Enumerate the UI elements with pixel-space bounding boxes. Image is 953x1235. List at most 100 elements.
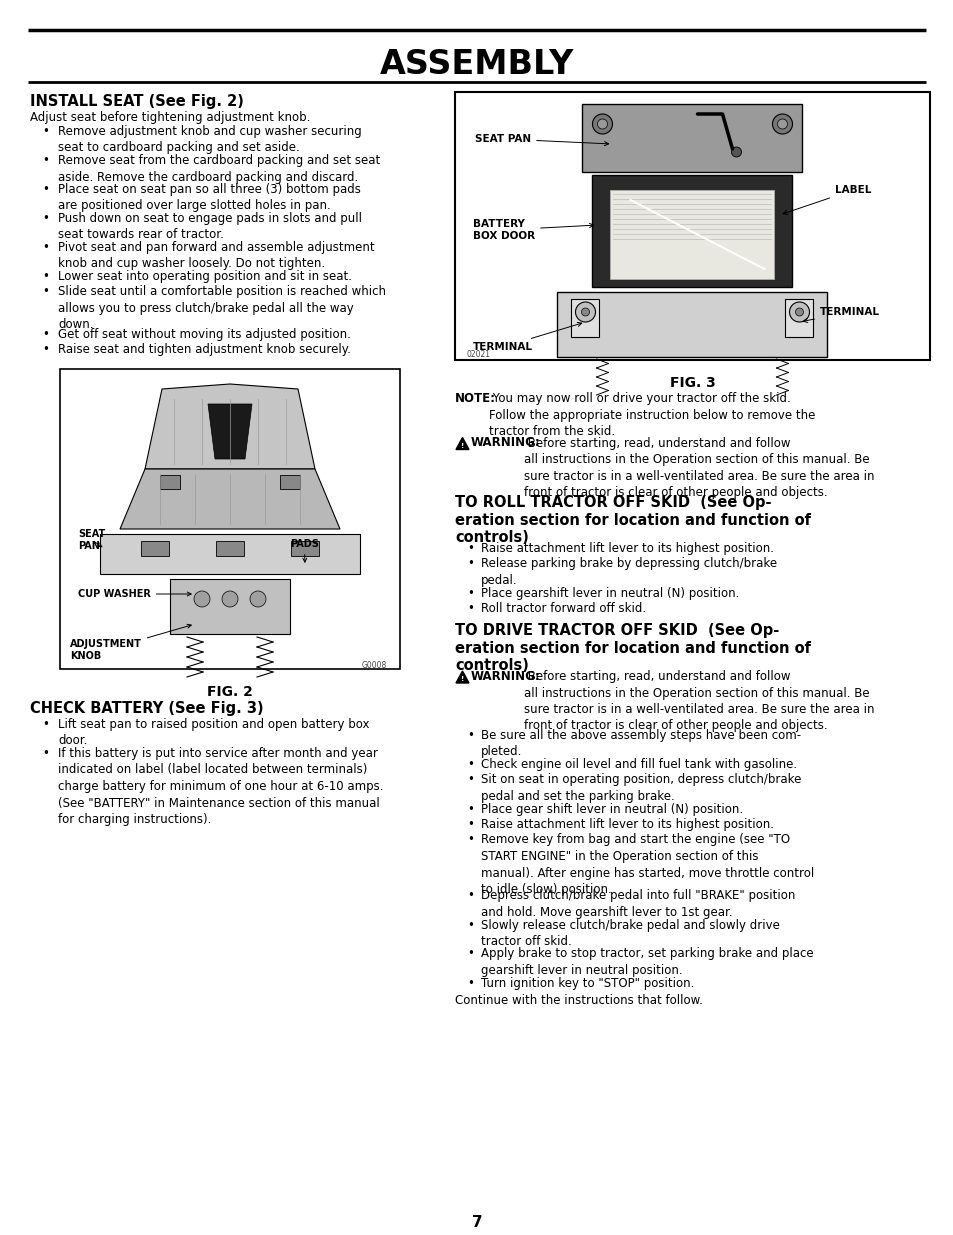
Text: !: !: [460, 676, 464, 682]
Text: CUP WASHER: CUP WASHER: [78, 589, 191, 599]
Text: INSTALL SEAT (See Fig. 2): INSTALL SEAT (See Fig. 2): [30, 94, 244, 109]
Text: •: •: [467, 947, 474, 961]
Bar: [610, 190, 774, 279]
Bar: [582, 104, 801, 172]
Text: •: •: [467, 557, 474, 571]
Text: Slide seat until a comfortable position is reached which
allows you to press clu: Slide seat until a comfortable position …: [58, 285, 386, 331]
Text: NOTE:: NOTE:: [455, 391, 496, 405]
Circle shape: [777, 119, 786, 128]
Circle shape: [581, 308, 589, 316]
Circle shape: [193, 592, 210, 606]
Circle shape: [789, 303, 809, 322]
Text: Release parking brake by depressing clutch/brake
pedal.: Release parking brake by depressing clut…: [480, 557, 777, 587]
Bar: [291, 541, 318, 556]
Bar: [784, 299, 813, 337]
Text: Place seat on seat pan so all three (3) bottom pads
are positioned over large sl: Place seat on seat pan so all three (3) …: [58, 183, 360, 212]
Text: Before starting, read, understand and follow
all instructions in the Operation s: Before starting, read, understand and fo…: [523, 671, 874, 732]
Text: Raise attachment lift lever to its highest position.: Raise attachment lift lever to its highe…: [480, 542, 773, 555]
Text: TERMINAL: TERMINAL: [802, 308, 879, 322]
Text: •: •: [467, 601, 474, 615]
Text: 02021: 02021: [467, 350, 491, 359]
Text: •: •: [467, 773, 474, 787]
Text: •: •: [42, 343, 49, 357]
Text: •: •: [467, 729, 474, 742]
Text: •: •: [42, 285, 49, 299]
Polygon shape: [120, 469, 339, 529]
Text: You may now roll or drive your tractor off the skid.
Follow the appropriate inst: You may now roll or drive your tractor o…: [489, 391, 815, 438]
Text: •: •: [42, 718, 49, 731]
Text: Raise seat and tighten adjustment knob securely.: Raise seat and tighten adjustment knob s…: [58, 343, 351, 357]
Text: PADS: PADS: [290, 538, 318, 562]
Text: •: •: [42, 212, 49, 225]
Circle shape: [592, 114, 612, 135]
Bar: [60, 369, 399, 669]
Text: If this battery is put into service after month and year
indicated on label (lab: If this battery is put into service afte…: [58, 747, 383, 826]
Text: Slowly release clutch/brake pedal and slowly drive
tractor off skid.: Slowly release clutch/brake pedal and sl…: [480, 919, 779, 948]
Text: •: •: [467, 587, 474, 599]
Text: Sit on seat in operating position, depress clutch/brake
pedal and set the parkin: Sit on seat in operating position, depre…: [480, 773, 801, 803]
Text: Remove adjustment knob and cup washer securing
seat to cardboard packing and set: Remove adjustment knob and cup washer se…: [58, 125, 361, 154]
Text: !: !: [460, 442, 464, 448]
Text: Adjust seat before tightening adjustment knob.: Adjust seat before tightening adjustment…: [30, 111, 310, 124]
Text: Before starting, read, understand and follow
all instructions in the Operation s: Before starting, read, understand and fo…: [523, 436, 874, 499]
Text: WARNING:: WARNING:: [471, 671, 540, 683]
Text: •: •: [42, 154, 49, 167]
Text: Pivot seat and pan forward and assemble adjustment
knob and cup washer loosely. : Pivot seat and pan forward and assemble …: [58, 241, 375, 270]
Bar: [571, 299, 598, 337]
Bar: [160, 475, 180, 489]
Text: WARNING:: WARNING:: [471, 436, 540, 450]
Text: Roll tractor forward off skid.: Roll tractor forward off skid.: [480, 601, 645, 615]
Text: Push down on seat to engage pads in slots and pull
seat towards rear of tractor.: Push down on seat to engage pads in slot…: [58, 212, 361, 242]
Text: Check engine oil level and fill fuel tank with gasoline.: Check engine oil level and fill fuel tan…: [480, 758, 797, 771]
Text: Lift seat pan to raised position and open battery box
door.: Lift seat pan to raised position and ope…: [58, 718, 369, 747]
Bar: [557, 291, 826, 357]
Text: •: •: [42, 241, 49, 254]
Polygon shape: [456, 671, 469, 683]
Text: Be sure all the above assembly steps have been com-
pleted.: Be sure all the above assembly steps hav…: [480, 729, 801, 758]
Text: Raise attachment lift lever to its highest position.: Raise attachment lift lever to its highe…: [480, 818, 773, 831]
Text: Place gearshift lever in neutral (N) position.: Place gearshift lever in neutral (N) pos…: [480, 587, 739, 599]
Text: Lower seat into operating position and sit in seat.: Lower seat into operating position and s…: [58, 270, 352, 283]
Polygon shape: [456, 437, 469, 450]
Text: •: •: [467, 977, 474, 989]
Text: •: •: [467, 919, 474, 931]
Text: ASSEMBLY: ASSEMBLY: [379, 48, 574, 82]
Circle shape: [795, 308, 802, 316]
Bar: [215, 541, 244, 556]
Text: TERMINAL: TERMINAL: [473, 322, 581, 352]
Text: TO DRIVE TRACTOR OFF SKID  (See Op-
eration section for location and function of: TO DRIVE TRACTOR OFF SKID (See Op- erati…: [455, 624, 810, 673]
Text: •: •: [42, 329, 49, 341]
Bar: [170, 579, 290, 634]
Text: FIG. 3: FIG. 3: [669, 375, 715, 390]
Bar: [592, 175, 792, 287]
Text: CHECK BATTERY (See Fig. 3): CHECK BATTERY (See Fig. 3): [30, 701, 263, 716]
Text: 7: 7: [471, 1215, 482, 1230]
Text: Depress clutch/brake pedal into full "BRAKE" position
and hold. Move gearshift l: Depress clutch/brake pedal into full "BR…: [480, 889, 795, 919]
Text: Place gear shift lever in neutral (N) position.: Place gear shift lever in neutral (N) po…: [480, 803, 742, 815]
Text: Get off seat without moving its adjusted position.: Get off seat without moving its adjusted…: [58, 329, 351, 341]
Text: •: •: [42, 270, 49, 283]
Text: •: •: [467, 818, 474, 831]
Text: •: •: [467, 834, 474, 846]
Circle shape: [250, 592, 266, 606]
Text: Apply brake to stop tractor, set parking brake and place
gearshift lever in neut: Apply brake to stop tractor, set parking…: [480, 947, 813, 977]
Bar: [455, 91, 929, 359]
Text: •: •: [467, 542, 474, 555]
Bar: [280, 475, 299, 489]
Text: FIG. 2: FIG. 2: [207, 685, 253, 699]
Bar: [141, 541, 169, 556]
Polygon shape: [145, 384, 314, 469]
Text: BATTERY
BOX DOOR: BATTERY BOX DOOR: [473, 219, 593, 241]
Text: •: •: [42, 183, 49, 196]
Text: G0008: G0008: [361, 661, 387, 671]
Text: SEAT PAN: SEAT PAN: [475, 135, 608, 146]
Circle shape: [731, 147, 740, 157]
Text: •: •: [467, 803, 474, 815]
Text: Turn ignition key to "STOP" position.: Turn ignition key to "STOP" position.: [480, 977, 694, 989]
Text: •: •: [467, 758, 474, 771]
Text: •: •: [42, 747, 49, 760]
Text: ADJUSTMENT
KNOB: ADJUSTMENT KNOB: [70, 624, 192, 661]
Bar: [100, 534, 359, 574]
Text: SEAT
PAN: SEAT PAN: [78, 529, 105, 551]
Text: •: •: [467, 889, 474, 903]
